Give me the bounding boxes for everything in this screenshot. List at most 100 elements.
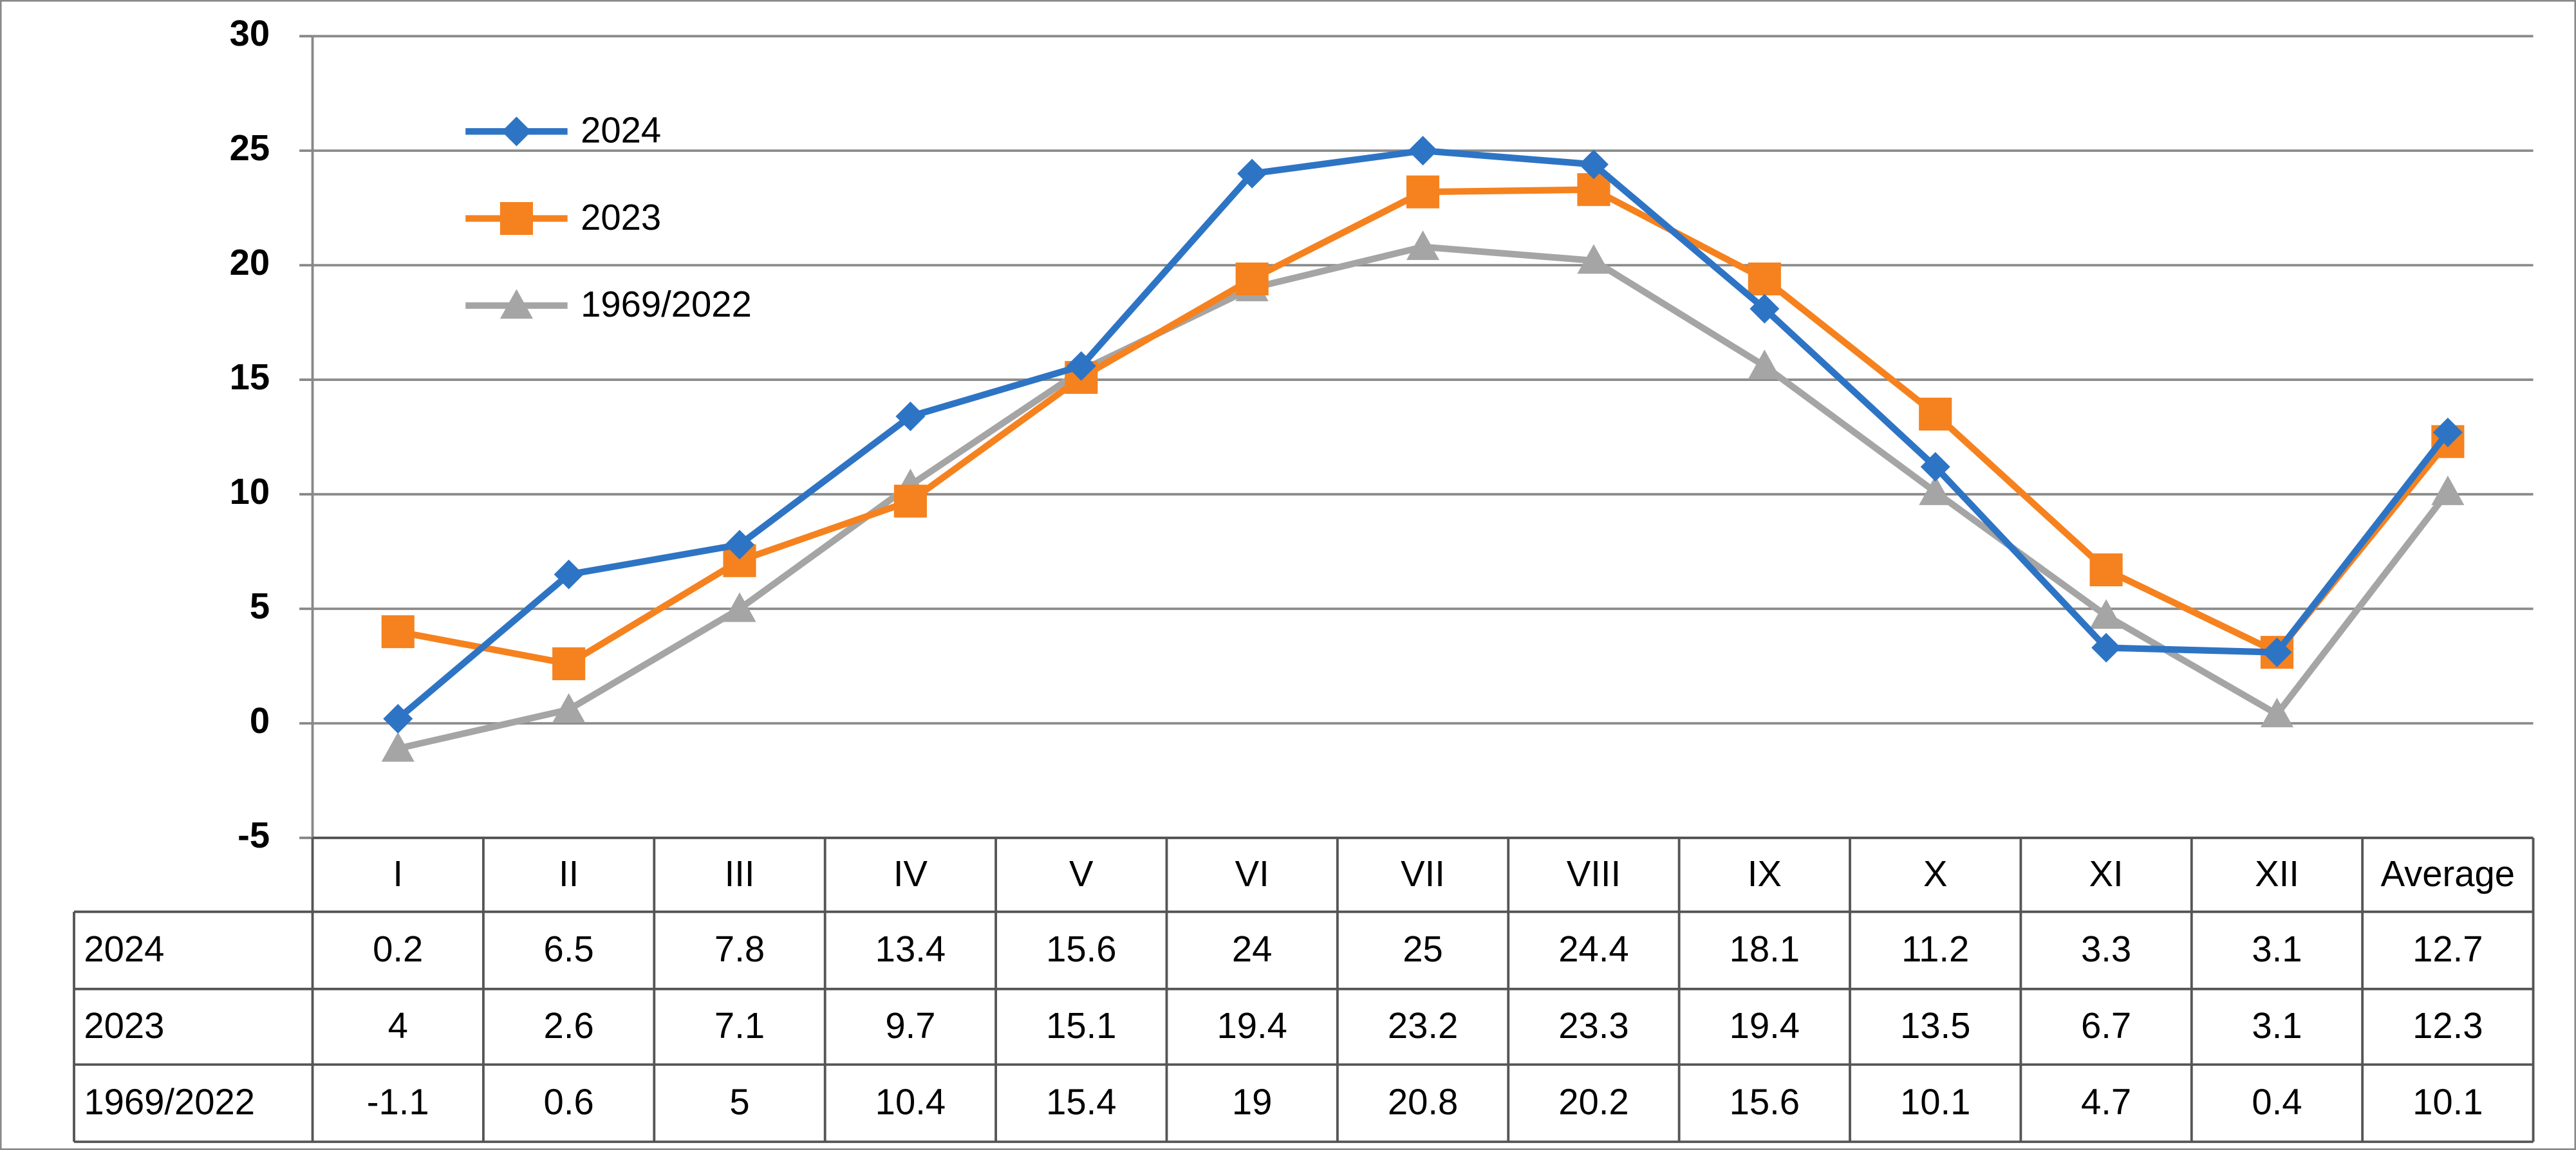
x-tick-label: III — [725, 853, 755, 894]
table-cell: 5 — [729, 1082, 749, 1122]
table-cell: 2.6 — [544, 1005, 594, 1046]
table-cell: 15.1 — [1046, 1005, 1116, 1046]
data-point — [2432, 417, 2463, 447]
table-cell: 24 — [1232, 929, 1273, 969]
data-point — [895, 402, 926, 432]
table-cell: 10.1 — [1900, 1082, 1970, 1122]
x-tick-label: X — [1923, 853, 1948, 894]
data-point — [2091, 633, 2122, 663]
table-cell: 18.1 — [1730, 929, 1800, 969]
table-cell: 7.8 — [714, 929, 765, 969]
table-cell: 15.6 — [1730, 1082, 1800, 1122]
x-tick-label: VIII — [1567, 853, 1621, 894]
table-row-label: 1969/2022 — [84, 1082, 255, 1122]
x-tick-label: II — [559, 853, 579, 894]
data-point — [554, 559, 584, 589]
data-point — [1748, 262, 1781, 295]
table-cell: 13.5 — [1900, 1005, 1970, 1046]
table-cell: 0.4 — [2252, 1082, 2302, 1122]
y-tick-label: 0 — [250, 700, 270, 741]
x-tick-label: IV — [893, 853, 928, 894]
table-cell: 24.4 — [1558, 929, 1629, 969]
x-tick-label: XII — [2255, 853, 2299, 894]
x-tick-label: VI — [1235, 853, 1269, 894]
table-cell: 0.2 — [373, 929, 423, 969]
table-cell: 23.2 — [1388, 1005, 1458, 1046]
table-cell: 19.4 — [1217, 1005, 1287, 1046]
data-point — [723, 592, 756, 622]
table-cell: 20.8 — [1388, 1082, 1458, 1122]
table-cell: 3.1 — [2252, 929, 2302, 969]
table-cell: 4.7 — [2081, 1082, 2131, 1122]
data-point — [1408, 136, 1438, 166]
y-tick-label: 20 — [230, 242, 270, 283]
x-tick-label: I — [393, 853, 403, 894]
y-tick-label: 5 — [250, 586, 270, 626]
x-tick-label: VII — [1401, 853, 1445, 894]
data-point — [552, 647, 586, 680]
table-cell: 12.3 — [2413, 1005, 2483, 1046]
table-cell: 15.4 — [1046, 1082, 1116, 1122]
table-cell: 9.7 — [885, 1005, 935, 1046]
y-tick-label: 25 — [230, 127, 270, 168]
table-cell: 19.4 — [1730, 1005, 1800, 1046]
table-cell: 6.7 — [2081, 1005, 2131, 1046]
data-point — [2089, 599, 2123, 629]
table-cell: 3.3 — [2081, 929, 2131, 969]
table-cell: 6.5 — [544, 929, 594, 969]
table-cell: -1.1 — [367, 1082, 429, 1122]
x-tick-label: IX — [1748, 853, 1782, 894]
data-point — [1577, 244, 1610, 274]
data-point — [725, 530, 755, 560]
x-tick-label: V — [1069, 853, 1094, 894]
table-row-label: 2023 — [84, 1005, 164, 1046]
data-point — [1578, 149, 1609, 180]
y-tick-label: 10 — [230, 471, 270, 512]
data-point — [1750, 293, 1780, 324]
data-point — [1237, 158, 1267, 189]
table-cell: 13.4 — [875, 929, 946, 969]
data-point — [381, 615, 415, 649]
table-cell: 19 — [1232, 1082, 1273, 1122]
x-tick-label: Average — [2381, 853, 2515, 894]
data-point — [1235, 262, 1269, 295]
table-cell: 15.6 — [1046, 929, 1116, 969]
data-point — [1919, 397, 1952, 431]
data-point — [2262, 637, 2292, 667]
table-cell: 12.7 — [2413, 929, 2483, 969]
legend-marker — [499, 289, 533, 319]
legend-label: 2023 — [581, 197, 661, 237]
data-point — [1919, 475, 1952, 505]
data-point — [1748, 349, 1781, 380]
data-point — [381, 732, 415, 762]
y-tick-label: 30 — [230, 13, 270, 53]
table-cell: 4 — [388, 1005, 408, 1046]
data-point — [2089, 553, 2123, 587]
data-point — [383, 703, 413, 734]
table-cell: 20.2 — [1558, 1082, 1629, 1122]
x-tick-label: XI — [2089, 853, 2123, 894]
legend-marker — [501, 116, 532, 147]
table-cell: 10.4 — [875, 1082, 946, 1122]
data-point — [1920, 452, 1950, 482]
legend-label: 2024 — [581, 110, 661, 151]
table-cell: 25 — [1403, 929, 1443, 969]
data-point — [552, 693, 586, 723]
table-cell: 10.1 — [2413, 1082, 2483, 1122]
table-cell: 7.1 — [714, 1005, 765, 1046]
data-point — [2260, 698, 2294, 728]
table-row-label: 2024 — [84, 929, 164, 969]
legend-label: 1969/2022 — [581, 284, 752, 324]
table-cell: 11.2 — [1901, 929, 1969, 969]
table-cell: 3.1 — [2252, 1005, 2302, 1046]
y-tick-label: 15 — [230, 357, 270, 397]
table-cell: 0.6 — [544, 1082, 594, 1122]
table-cell: 23.3 — [1558, 1005, 1629, 1046]
data-point — [1406, 175, 1440, 209]
data-point — [2431, 475, 2465, 505]
data-point — [1406, 230, 1440, 261]
data-point — [893, 485, 927, 518]
